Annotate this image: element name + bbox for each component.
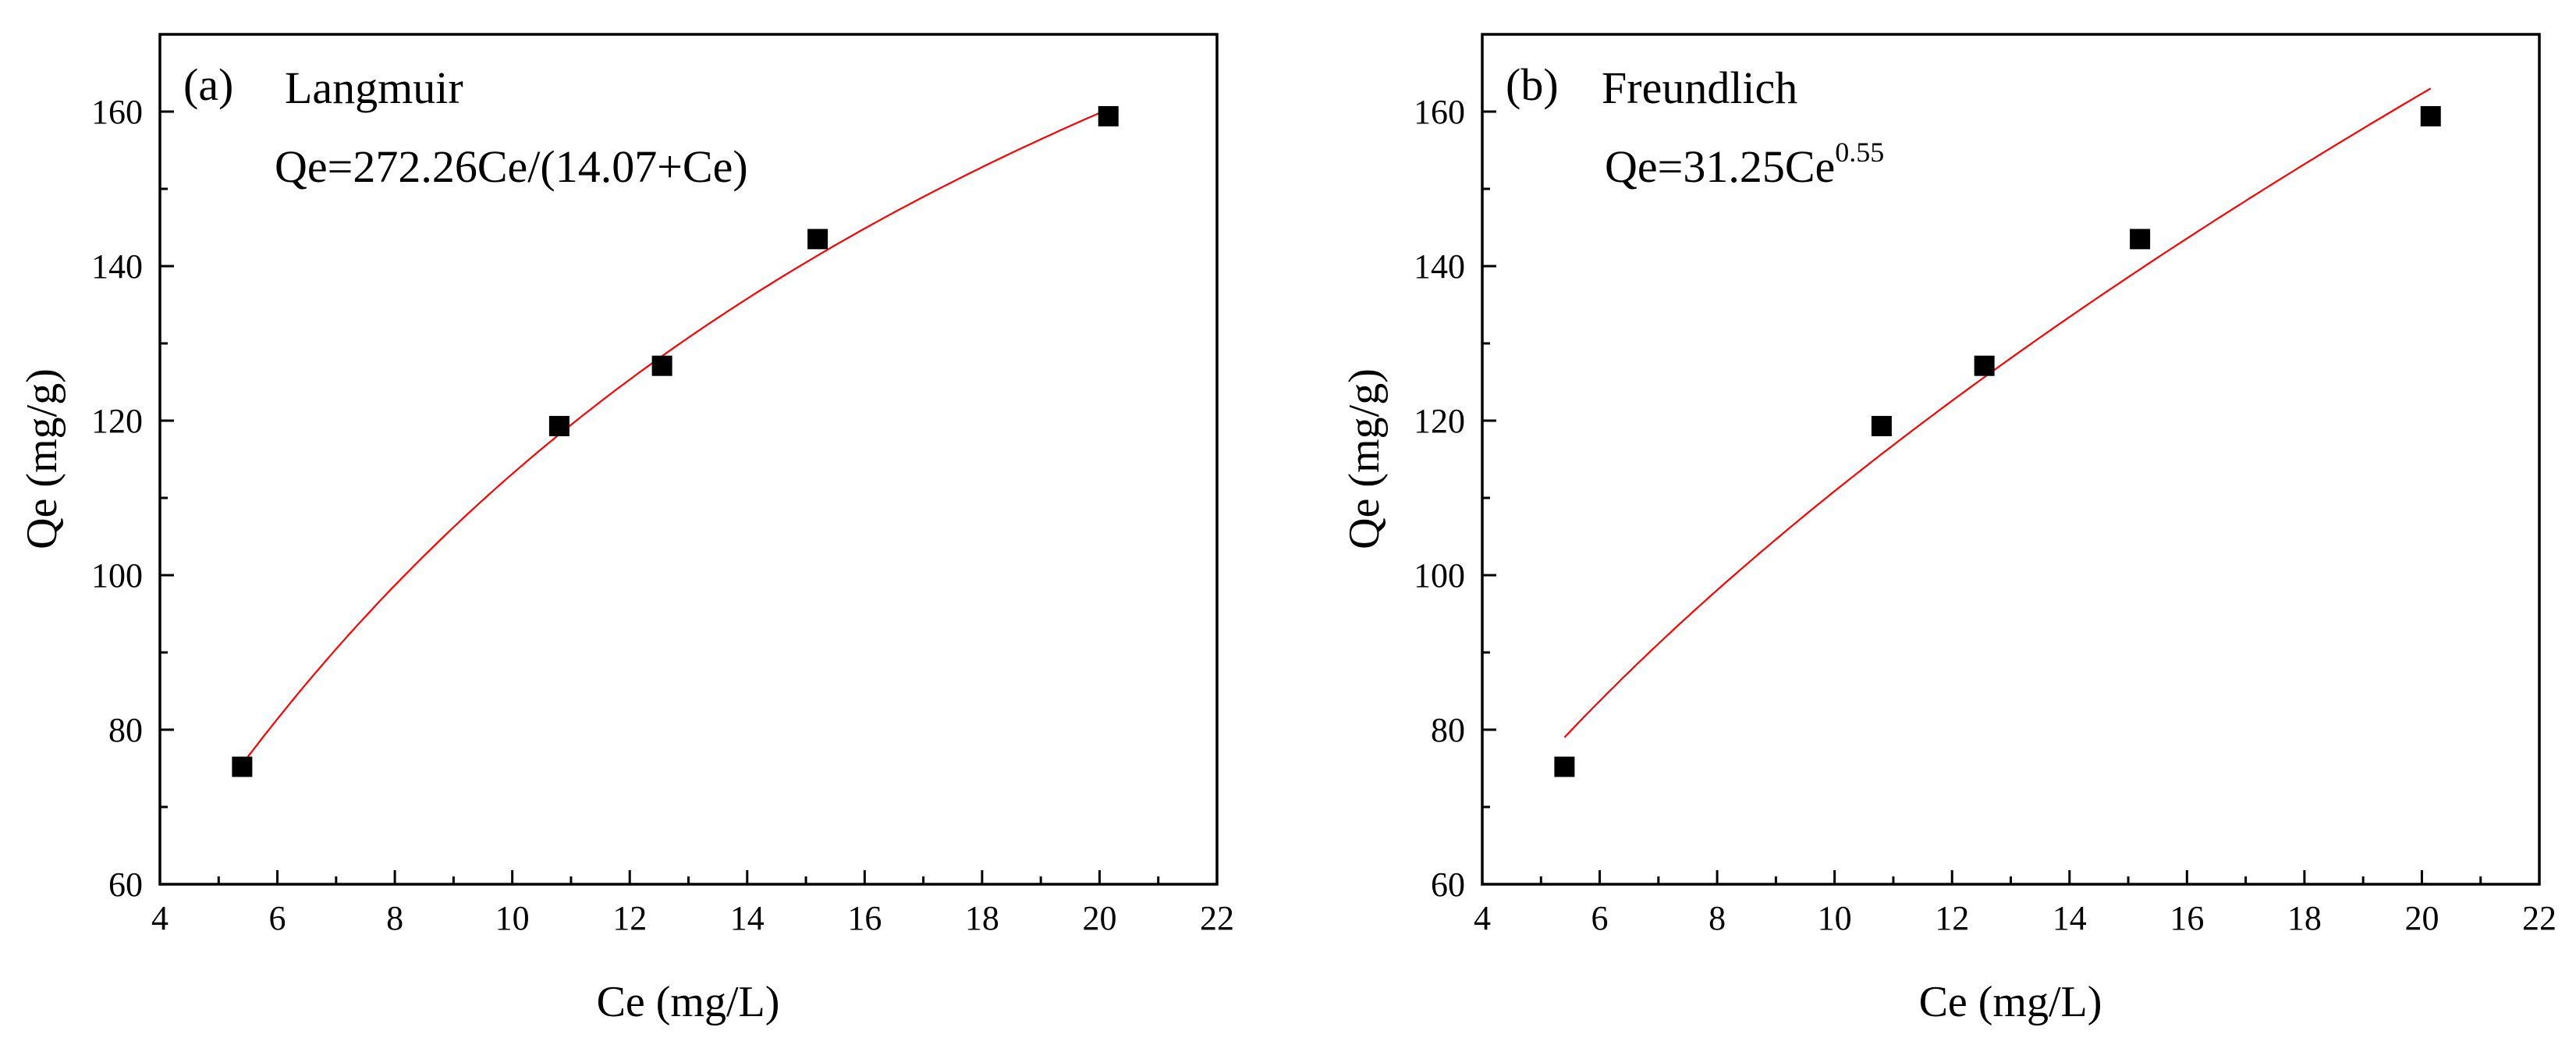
x-tick-label: 14: [730, 899, 765, 937]
axis-ticks: 4 6 8 10 12 14 16 18 20 22 60 80 100 120 140 160: [91, 93, 1234, 937]
data-point: [1098, 105, 1119, 126]
x-tick-label: 8: [1708, 899, 1726, 937]
data-marks: [232, 105, 1119, 777]
y-axis-title: Qe (mg/g): [18, 368, 66, 549]
y-tick-label: 60: [1431, 866, 1465, 904]
data-point: [1974, 355, 1995, 376]
x-tick-label: 20: [1082, 899, 1116, 937]
fit-equation: Qe=31.25Ce0.55: [1605, 137, 1884, 192]
fit-curve: [1563, 87, 2432, 738]
equation-base: Qe=31.25Ce: [1605, 141, 1835, 192]
y-tick-label: 120: [91, 402, 143, 440]
x-tick-label: 16: [847, 899, 882, 937]
equation-exponent: 0.55: [1835, 137, 1884, 168]
panel-tag: (a): [183, 59, 233, 110]
data-point: [807, 229, 829, 250]
fit-equation: Qe=272.26Ce/(14.07+Ce): [275, 141, 748, 192]
y-tick-label: 160: [1414, 93, 1465, 131]
x-tick-label: 20: [2404, 899, 2439, 937]
y-tick-label: 160: [91, 93, 143, 131]
data-point: [232, 756, 253, 777]
axis-ticks: 4 6 8 10 12 14 16 18 20 22 60 80 100 120 140 160: [1414, 93, 2556, 937]
x-tick-label: 12: [1935, 899, 1969, 937]
x-tick-label: 4: [1474, 899, 1491, 937]
y-tick-label: 140: [91, 247, 143, 286]
x-tick-label: 8: [386, 899, 403, 937]
x-tick-label: 18: [965, 899, 999, 937]
data-point: [2130, 229, 2151, 250]
x-axis-title: Ce (mg/L): [1919, 978, 2102, 1026]
data-point: [548, 415, 569, 436]
y-tick-label: 120: [1414, 402, 1465, 440]
langmuir-panel: 4 6 8 10 12 14 16 18 20 22 60 80 100 120 140 160 (a) La…: [18, 33, 1234, 1026]
data-point: [2420, 105, 2441, 126]
model-title: Langmuir: [285, 62, 463, 113]
y-tick-label: 60: [108, 866, 143, 904]
y-tick-label: 140: [1414, 247, 1465, 286]
x-tick-label: 12: [612, 899, 647, 937]
y-tick-label: 80: [1431, 711, 1465, 749]
y-tick-label: 80: [108, 711, 143, 749]
x-tick-label: 14: [2053, 899, 2087, 937]
x-axis-title: Ce (mg/L): [597, 978, 780, 1026]
fit-curve: [241, 108, 1109, 766]
x-tick-label: 10: [495, 899, 530, 937]
data-point: [1871, 415, 1892, 436]
x-tick-label: 18: [2287, 899, 2322, 937]
x-tick-label: 6: [269, 899, 286, 937]
y-tick-label: 100: [91, 556, 143, 595]
model-title: Freundlich: [1602, 62, 1797, 113]
x-tick-label: 4: [151, 899, 169, 937]
data-point: [651, 355, 672, 376]
y-tick-label: 100: [1414, 556, 1465, 595]
x-tick-label: 22: [2522, 899, 2556, 937]
data-marks: [1554, 87, 2441, 777]
x-tick-label: 6: [1591, 899, 1609, 937]
data-point: [1554, 756, 1575, 777]
x-tick-label: 22: [1200, 899, 1234, 937]
y-axis-title: Qe (mg/g): [1340, 368, 1389, 549]
x-tick-label: 10: [1818, 899, 1852, 937]
panel-tag: (b): [1506, 59, 1559, 110]
freundlich-panel: 4 6 8 10 12 14 16 18 20 22 60 80 100 120 140 160 (b) Fr…: [1340, 33, 2556, 1026]
x-tick-label: 16: [2170, 899, 2204, 937]
